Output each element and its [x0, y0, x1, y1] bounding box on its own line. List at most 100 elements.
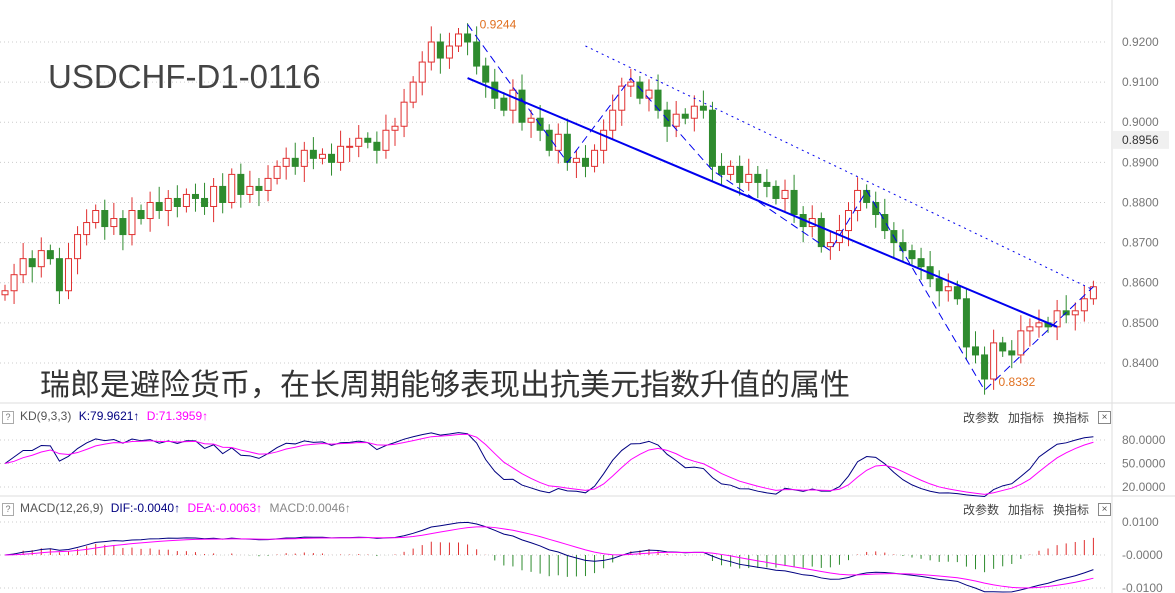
candle-up: [445, 45, 453, 59]
arrow-up-icon: ↑: [133, 409, 140, 423]
kd-name: KD(9,3,3): [20, 409, 72, 423]
trendline-solid: [467, 77, 1058, 328]
candle-down: [699, 105, 707, 111]
y-tick-label: 0.8700: [1122, 236, 1159, 250]
candle-down: [563, 133, 571, 163]
candle-up: [826, 242, 834, 248]
candle-up: [282, 157, 290, 167]
candle-down: [137, 210, 145, 220]
candle-up: [944, 286, 952, 292]
candle-up: [400, 101, 408, 127]
candle-up: [391, 125, 399, 131]
candle-down: [55, 258, 63, 292]
candle-up: [92, 210, 100, 224]
candle-up: [627, 81, 635, 87]
candle-down: [953, 286, 961, 300]
candle-up: [346, 145, 354, 148]
candle-up: [854, 189, 862, 212]
arrow-up-icon: ↑: [256, 501, 263, 515]
candle-up: [1035, 322, 1043, 328]
candle-down: [981, 354, 989, 380]
candle-down: [46, 250, 54, 260]
add-indicator-button[interactable]: 加指标: [1007, 411, 1044, 425]
close-icon[interactable]: ×: [1098, 503, 1111, 516]
candle-up: [1017, 330, 1025, 356]
macd-tick-label: -0.0000: [1122, 548, 1163, 562]
candle-down: [201, 197, 209, 207]
candle-up: [1026, 326, 1034, 332]
candle-up: [745, 173, 753, 183]
macd-tick-label: -0.0100: [1122, 581, 1163, 593]
candle-up: [228, 173, 236, 203]
candle-up: [210, 185, 218, 207]
candle-up: [128, 210, 136, 236]
edit-params-button[interactable]: 改参数: [962, 411, 999, 425]
candle-down: [1008, 350, 1016, 356]
arrow-up-icon: ↑: [344, 501, 351, 515]
candle-up: [264, 177, 272, 191]
candle-down: [255, 185, 263, 191]
candle-down: [581, 157, 589, 167]
y-tick-label: 0.8500: [1122, 316, 1159, 330]
candle-down: [681, 113, 689, 119]
candle-down: [237, 173, 245, 195]
macd-toolbar: 改参数 加指标 换指标 ×: [963, 501, 1111, 518]
candle-down: [908, 250, 916, 260]
edit-params-button[interactable]: 改参数: [962, 503, 999, 517]
candle-down: [518, 89, 526, 123]
candle-down: [291, 157, 299, 167]
y-tick-label: 0.8400: [1122, 356, 1159, 370]
candle-down: [473, 41, 481, 67]
candle-down: [119, 218, 127, 236]
candle-up: [337, 145, 345, 163]
candle-down: [718, 165, 726, 175]
low-label: 0.8332: [999, 375, 1036, 389]
candle-down: [790, 189, 798, 216]
candle-down: [971, 346, 979, 356]
candle-down: [754, 173, 762, 183]
candle-down: [545, 129, 553, 151]
zigzag-dashed: [467, 24, 1094, 392]
macd-tick-label: 0.0100: [1122, 515, 1159, 529]
dif-line: [4, 521, 1094, 593]
dea-line: [4, 526, 1094, 589]
candle-up: [554, 133, 562, 151]
candle-up: [246, 185, 254, 195]
candle-up: [74, 234, 82, 260]
chart-annotation: 瑞郎是避险货币，在长周期能够表现出抗美元指数升值的属性: [40, 368, 850, 403]
candle-up: [1071, 310, 1079, 316]
candle-up: [672, 113, 680, 127]
add-indicator-button[interactable]: 加指标: [1007, 503, 1044, 517]
close-icon[interactable]: ×: [1098, 411, 1111, 424]
candle-down: [155, 201, 163, 212]
candle-up: [10, 274, 18, 292]
y-tick-label: 0.8900: [1122, 155, 1159, 169]
candle-up: [781, 189, 789, 199]
candle-up: [300, 149, 308, 167]
chart-title: USDCHF-D1-0116: [48, 58, 321, 95]
k-value: K:79.9621: [78, 409, 134, 423]
help-icon[interactable]: ?: [2, 411, 14, 424]
candle-up: [618, 85, 626, 111]
candle-up: [990, 342, 998, 380]
candle-up: [609, 109, 617, 131]
dea-value: DEA:-0.0063: [187, 501, 257, 515]
kd-legend: ? KD(9,3,3) K:79.9621↑ D:71.3959↑: [2, 409, 208, 424]
candle-down: [872, 201, 880, 216]
arrow-up-icon: ↑: [174, 501, 181, 515]
kd-tick-label: 20.0000: [1122, 480, 1166, 494]
candle-up: [110, 218, 118, 228]
candle-down: [763, 181, 771, 187]
help-icon[interactable]: ?: [2, 503, 14, 516]
candle-down: [500, 97, 508, 111]
candle-up: [382, 129, 390, 151]
candle-down: [863, 189, 871, 203]
switch-indicator-button[interactable]: 换指标: [1052, 503, 1089, 517]
switch-indicator-button[interactable]: 换指标: [1052, 411, 1089, 425]
candle-down: [708, 109, 716, 167]
kd-toolbar: 改参数 加指标 换指标 ×: [963, 409, 1111, 426]
candle-down: [464, 33, 472, 43]
candle-down: [899, 242, 907, 252]
candle-down: [654, 89, 662, 111]
